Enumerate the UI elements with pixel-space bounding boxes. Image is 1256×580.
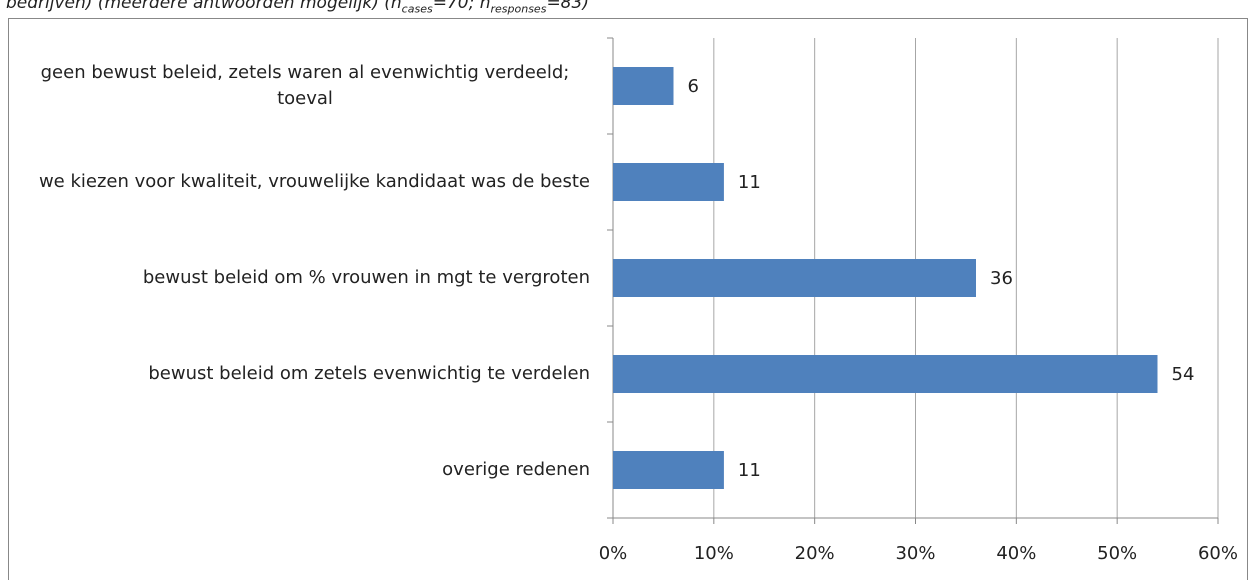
x-tick-label: 50%	[1097, 543, 1137, 564]
y-tick-label: overige redenen	[442, 459, 590, 480]
bar	[613, 163, 724, 201]
y-tick-label: we kiezen voor kwaliteit, vrouwelijke ka…	[38, 171, 590, 192]
chart-border	[8, 18, 1248, 580]
category-label-box: overige redenen	[20, 457, 590, 483]
caption-sub: cases	[401, 2, 433, 16]
value-label: 11	[738, 460, 761, 481]
category-label-box: we kiezen voor kwaliteit, vrouwelijke ka…	[20, 169, 590, 195]
value-label: 54	[1172, 364, 1195, 385]
caption-text: =83)	[546, 0, 589, 13]
x-tick-label: 20%	[795, 543, 835, 564]
x-tick-label: 10%	[694, 543, 734, 564]
bar	[613, 355, 1158, 393]
value-label: 6	[688, 76, 699, 97]
x-tick-label: 40%	[996, 543, 1036, 564]
y-tick-label: geen bewust beleid, zetels waren al even…	[40, 62, 570, 109]
caption-text: =70; n	[432, 0, 491, 13]
value-label: 36	[990, 268, 1013, 289]
caption-text: bedrijven) (meerdere antwoorden mogelijk…	[6, 0, 402, 13]
y-tick-label: bewust beleid om zetels evenwichtig te v…	[148, 363, 590, 384]
x-tick-label: 60%	[1198, 543, 1238, 564]
caption-sub: responses	[490, 2, 547, 16]
x-tick-label: 0%	[599, 543, 628, 564]
caption: bedrijven) (meerdere antwoorden mogelijk…	[6, 0, 589, 15]
bar	[613, 259, 976, 297]
category-label-box: geen bewust beleid, zetels waren al even…	[20, 60, 590, 112]
y-tick-label: bewust beleid om % vrouwen in mgt te ver…	[142, 267, 590, 288]
category-label-box: bewust beleid om zetels evenwichtig te v…	[20, 361, 590, 387]
x-tick-label: 30%	[895, 543, 935, 564]
category-label-box: bewust beleid om % vrouwen in mgt te ver…	[20, 265, 590, 291]
bar	[613, 67, 674, 105]
value-label: 11	[738, 172, 761, 193]
bar	[613, 451, 724, 489]
